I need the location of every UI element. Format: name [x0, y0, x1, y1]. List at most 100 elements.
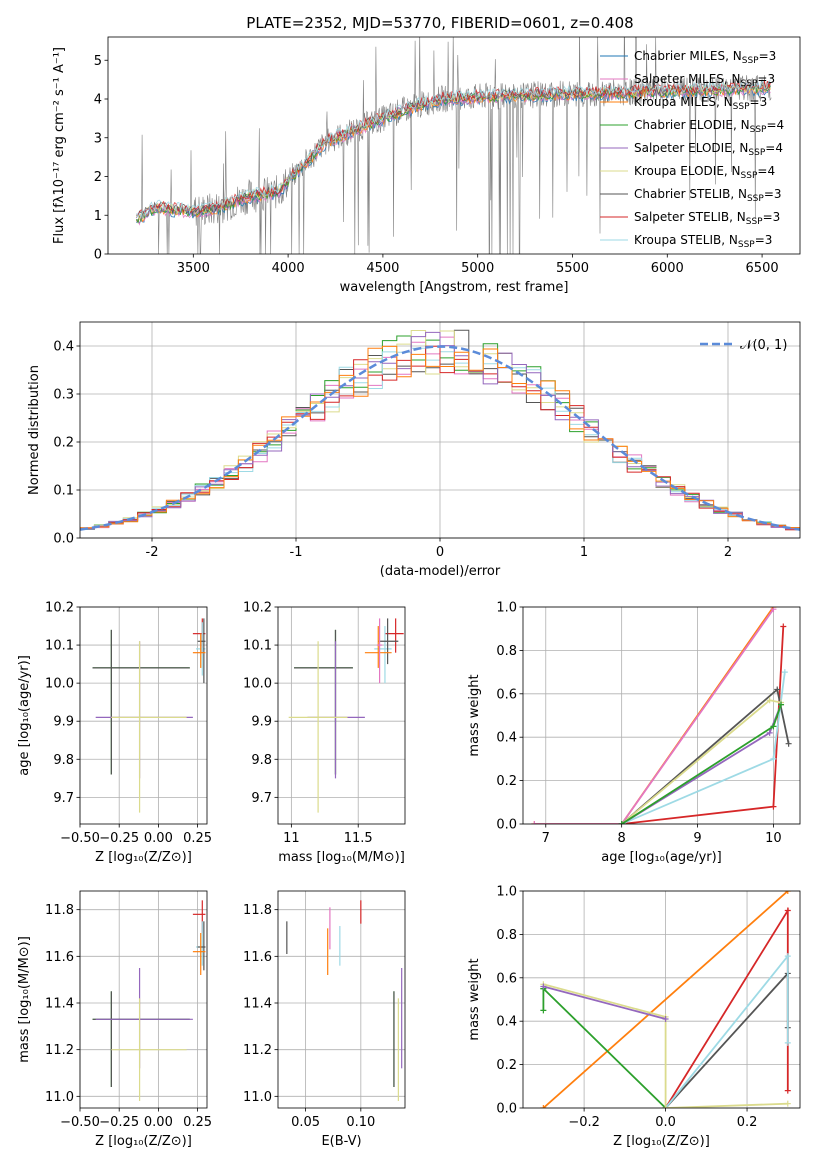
error-bar — [376, 618, 383, 684]
y-tick-label: 9.9 — [53, 715, 74, 730]
axes-frame — [79, 606, 208, 825]
y-tick-label: 0.1 — [53, 484, 74, 499]
x-tick-label: 1 — [580, 545, 588, 560]
plot-area — [540, 891, 791, 1108]
normal-curve — [80, 345, 800, 531]
x-tick-label: 6500 — [746, 261, 779, 276]
x-tick-label: -1 — [290, 545, 303, 560]
x-tick-label: −0.25 — [99, 1115, 139, 1130]
x-tick-label: 3500 — [177, 261, 210, 276]
y-tick-label: 10.0 — [45, 677, 74, 692]
y-tick-label: 9.7 — [53, 791, 74, 806]
error-bar — [95, 968, 193, 1069]
y-tick-label: 0.3 — [53, 388, 74, 403]
x-axis-label: wavelength [Angstrom, rest frame] — [340, 280, 569, 295]
x-tick-label: 2 — [724, 545, 732, 560]
y-tick-label: 10.1 — [243, 639, 272, 654]
mass-weight-marker — [531, 821, 538, 824]
x-tick-label: 7 — [542, 831, 550, 846]
y-tick-label: 0.0 — [496, 818, 517, 833]
mass-weight-marker — [540, 1007, 547, 1014]
mass-weight-marker — [766, 729, 773, 736]
mass-weight-marker — [784, 891, 791, 894]
y-tick-label: 11.4 — [45, 997, 74, 1012]
plot-area — [92, 618, 206, 813]
error-bar — [95, 641, 193, 779]
legend-entry: Salpeter MILES, NSSP=3 — [634, 72, 775, 89]
mass-weight-line — [621, 704, 782, 824]
mass-weight-line — [534, 608, 775, 824]
y-tick-label: 0.2 — [53, 436, 74, 451]
mass-weight-marker — [662, 1016, 669, 1023]
y-axis-label: mass [log₁₀(M/M⊙)] — [17, 936, 32, 1063]
x-tick-label: −0.25 — [99, 831, 139, 846]
y-tick-label: 1.0 — [496, 601, 517, 616]
error-bar — [197, 618, 206, 684]
y-tick-label: 11.0 — [45, 1090, 74, 1105]
mass-weight-line — [621, 626, 785, 824]
chart-panel-1: -2 -1 0 1 2 0.0 0.1 0.2 0.3 0.4 (data-model)/error… — [27, 321, 801, 579]
model-spectrum-line — [136, 81, 771, 217]
y-tick-label: 0.8 — [496, 644, 517, 659]
y-tick-label: 11.0 — [243, 1090, 272, 1105]
mass-weight-line — [664, 953, 789, 1108]
error-bar — [111, 998, 187, 1101]
y-tick-label: 10.2 — [243, 601, 272, 616]
chart-panel-0: 3500 4000 4500 5000 5500 6000 6500 0 1 2 3 4 5 wavele… — [52, 36, 801, 295]
x-tick-label: 0.2 — [737, 1115, 758, 1130]
mass-weight-line — [542, 891, 789, 1108]
mass-weight-line — [621, 699, 782, 824]
plot-area — [286, 900, 403, 1101]
y-tick-label: 11.8 — [45, 903, 74, 918]
mass-weight-line — [664, 971, 789, 1108]
legend-entry: Salpeter ELODIE, NSSP=4 — [634, 141, 783, 158]
y-tick-label: 11.6 — [243, 950, 272, 965]
axes-frame — [522, 890, 801, 1109]
x-tick-label: 5500 — [556, 261, 589, 276]
plot-area — [531, 607, 792, 824]
mass-weight-marker — [618, 821, 625, 824]
y-tick-label: 11.4 — [243, 997, 272, 1012]
legend-entry: 𝒩(0, 1) — [740, 338, 787, 353]
x-axis-label: mass [log₁₀(M/M⊙)] — [278, 850, 405, 865]
mass-weight-marker — [766, 697, 773, 704]
y-tick-label: 4 — [94, 93, 102, 108]
x-tick-label: 9 — [693, 831, 701, 846]
y-tick-label: 3 — [94, 131, 102, 146]
error-bar — [197, 921, 206, 971]
y-tick-label: 0.2 — [496, 1058, 517, 1073]
chart-panel-7: −0.2 0.0 0.2 0.0 0.2 0.4 0.6 0.8 1.0 Z [log₁₀(Z/Z… — [467, 885, 801, 1149]
chart-title: PLATE=2352, MJD=53770, FIBERID=0601, z=0… — [246, 14, 633, 32]
y-tick-label: 1 — [94, 209, 102, 224]
mass-weight-marker — [770, 723, 777, 730]
y-tick-label: 10.1 — [45, 639, 74, 654]
chart-panel-2: −0.50 −0.25 0.00 0.25 9.7 9.8 9.9 10.0 10.1 10.2 Z… — [17, 601, 212, 866]
error-bar — [294, 629, 353, 775]
x-tick-label: 0.00 — [144, 831, 173, 846]
error-bar — [92, 991, 190, 1087]
chart-panel-5: −0.50 −0.25 0.00 0.25 11.0 11.2 11.4 11.6 11.8 Z … — [17, 890, 212, 1149]
x-tick-label: 11.5 — [344, 831, 373, 846]
y-tick-label: 11.8 — [243, 903, 272, 918]
y-tick-label: 9.8 — [53, 753, 74, 768]
legend-entry: Kroupa STELIB, NSSP=3 — [634, 233, 772, 250]
mass-weight-marker — [784, 907, 791, 914]
x-tick-label: 5000 — [461, 261, 494, 276]
x-tick-label: 11 — [283, 831, 300, 846]
y-tick-label: 0.0 — [53, 532, 74, 547]
y-tick-label: 0.4 — [496, 1015, 517, 1030]
model-spectrum-line — [136, 79, 771, 219]
y-tick-label: 9.7 — [251, 791, 272, 806]
mass-weight-line — [543, 985, 666, 1020]
x-tick-label: 0 — [436, 545, 444, 560]
y-tick-label: 0.2 — [496, 774, 517, 789]
mass-weight-marker — [778, 701, 785, 708]
y-axis-label: mass weight — [467, 674, 482, 756]
mass-weight-marker — [784, 1039, 791, 1046]
y-tick-label: 0.4 — [53, 340, 74, 355]
y-tick-label: 1.0 — [496, 885, 517, 900]
mass-weight-line — [534, 607, 775, 824]
y-tick-label: 0.6 — [496, 687, 517, 702]
plot-area — [136, 37, 772, 254]
